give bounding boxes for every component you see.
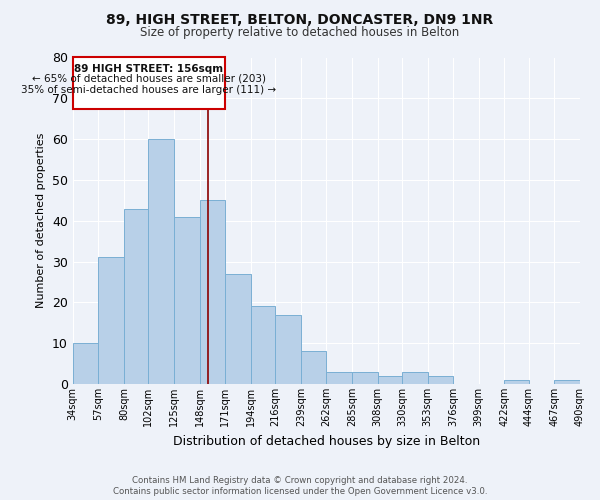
Text: ← 65% of detached houses are smaller (203): ← 65% of detached houses are smaller (20…	[32, 74, 266, 84]
Bar	[124, 208, 148, 384]
Bar	[301, 352, 326, 384]
Bar	[402, 372, 428, 384]
Text: Contains public sector information licensed under the Open Government Licence v3: Contains public sector information licen…	[113, 487, 487, 496]
Text: Contains HM Land Registry data © Crown copyright and database right 2024.: Contains HM Land Registry data © Crown c…	[132, 476, 468, 485]
Text: Size of property relative to detached houses in Belton: Size of property relative to detached ho…	[140, 26, 460, 39]
Text: 89, HIGH STREET, BELTON, DONCASTER, DN9 1NR: 89, HIGH STREET, BELTON, DONCASTER, DN9 …	[106, 12, 494, 26]
Text: 89 HIGH STREET: 156sqm: 89 HIGH STREET: 156sqm	[74, 64, 223, 74]
Bar	[225, 274, 251, 384]
Bar	[352, 372, 377, 384]
Bar	[148, 139, 174, 384]
Bar	[505, 380, 529, 384]
Bar	[377, 376, 402, 384]
Bar	[174, 216, 200, 384]
Text: 35% of semi-detached houses are larger (111) →: 35% of semi-detached houses are larger (…	[22, 86, 277, 96]
Y-axis label: Number of detached properties: Number of detached properties	[36, 133, 46, 308]
Bar	[428, 376, 453, 384]
Bar	[554, 380, 580, 384]
Bar	[73, 343, 98, 384]
X-axis label: Distribution of detached houses by size in Belton: Distribution of detached houses by size …	[173, 434, 480, 448]
Bar	[326, 372, 352, 384]
Bar	[73, 58, 225, 108]
Bar	[251, 306, 275, 384]
Bar	[98, 258, 124, 384]
Bar	[275, 314, 301, 384]
Bar	[200, 200, 225, 384]
